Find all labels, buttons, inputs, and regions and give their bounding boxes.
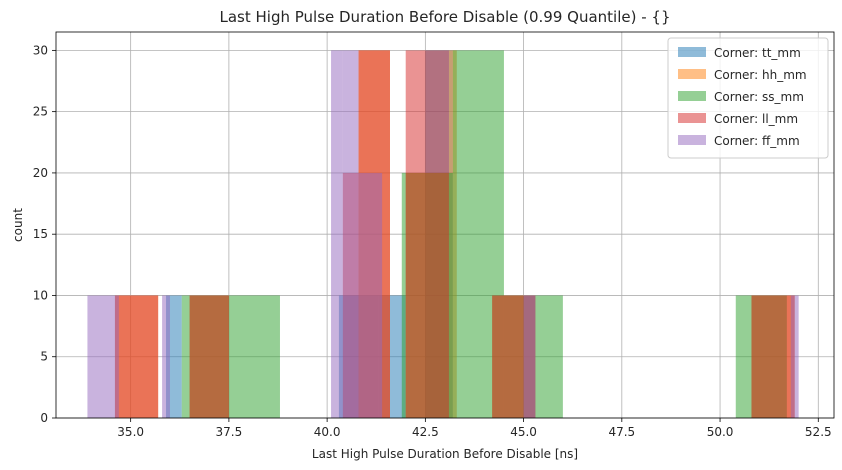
y-tick-label: 10 bbox=[33, 288, 48, 302]
legend-label: Corner: ss_mm bbox=[714, 90, 804, 104]
histogram-bar bbox=[331, 50, 343, 418]
legend: Corner: tt_mm Corner: hh_mm Corner: ss_mm C… bbox=[667, 37, 829, 159]
histogram-bar bbox=[87, 295, 119, 418]
y-axis-ticks: 0 5 10 15 20 25 30 bbox=[33, 43, 56, 425]
x-tick-label: 37.5 bbox=[216, 425, 243, 439]
legend-swatch bbox=[678, 135, 706, 145]
histogram-bar bbox=[405, 50, 449, 418]
histogram-bar bbox=[790, 295, 799, 418]
legend-swatch bbox=[678, 91, 706, 101]
series-corner-ff-mm bbox=[87, 50, 799, 418]
histogram-bar bbox=[228, 295, 280, 418]
legend-swatch bbox=[678, 113, 706, 123]
y-tick-label: 30 bbox=[33, 43, 48, 57]
histogram-bar bbox=[751, 295, 795, 418]
histogram-bar bbox=[114, 295, 159, 418]
y-tick-label: 20 bbox=[33, 166, 48, 180]
x-tick-label: 52.5 bbox=[805, 425, 832, 439]
histogram-bar bbox=[523, 295, 536, 418]
y-tick-label: 5 bbox=[40, 350, 48, 364]
legend-label: Corner: ff_mm bbox=[714, 134, 800, 148]
x-axis-title: Last High Pulse Duration Before Disable … bbox=[312, 447, 578, 461]
x-tick-label: 47.5 bbox=[608, 425, 635, 439]
y-tick-label: 0 bbox=[40, 411, 48, 425]
histogram-bar bbox=[162, 295, 170, 418]
x-tick-label: 40.0 bbox=[314, 425, 341, 439]
legend-label: Corner: hh_mm bbox=[714, 68, 807, 82]
y-tick-label: 15 bbox=[33, 227, 48, 241]
histogram-bar bbox=[342, 50, 359, 418]
legend-frame bbox=[667, 37, 829, 159]
y-tick-label: 25 bbox=[33, 105, 48, 119]
legend-swatch bbox=[678, 47, 706, 57]
chart-title: Last High Pulse Duration Before Disable … bbox=[219, 8, 670, 26]
plot-frame bbox=[55, 31, 835, 419]
bars-group bbox=[87, 50, 799, 418]
y-axis-title: count bbox=[11, 208, 25, 242]
x-tick-label: 35.0 bbox=[117, 425, 144, 439]
x-tick-label: 45.0 bbox=[510, 425, 537, 439]
legend-label: Corner: ll_mm bbox=[714, 112, 798, 126]
histogram-bar bbox=[358, 172, 383, 418]
legend-label: Corner: tt_mm bbox=[714, 46, 801, 60]
legend-swatch bbox=[678, 69, 706, 79]
histogram-bar bbox=[189, 295, 229, 418]
x-tick-label: 50.0 bbox=[707, 425, 734, 439]
x-tick-label: 42.5 bbox=[412, 425, 439, 439]
x-axis-ticks: 35.0 37.5 40.0 42.5 45.0 47.5 50.0 52.5 bbox=[117, 418, 832, 439]
